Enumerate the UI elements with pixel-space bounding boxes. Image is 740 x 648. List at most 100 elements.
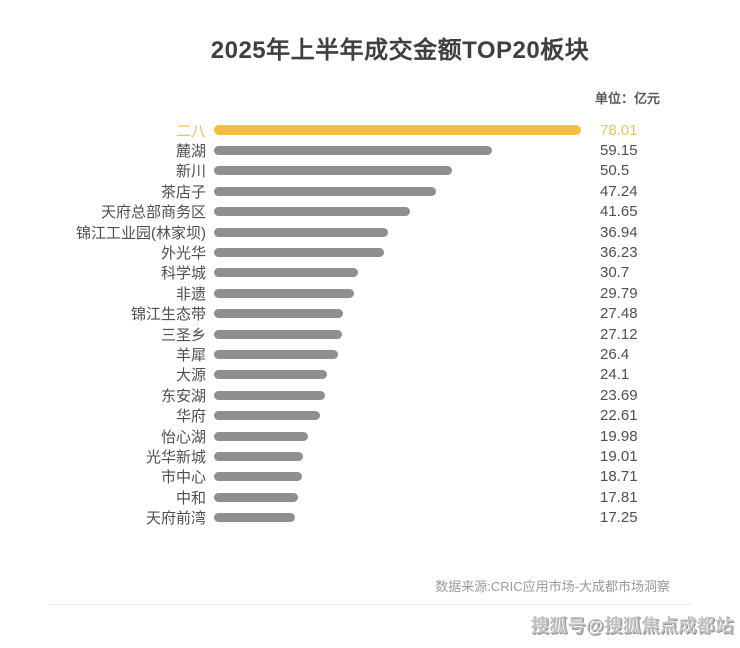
chart-row: 锦江工业园(林家坝) 36.94 — [0, 222, 740, 242]
value-label: 18.71 — [600, 468, 638, 486]
bar — [214, 309, 344, 319]
chart-row: 华府 22.61 — [0, 405, 740, 425]
bar-track — [214, 349, 581, 359]
category-label: 外光华 — [160, 245, 206, 263]
chart-row: 外光华 36.23 — [0, 242, 740, 262]
chart-row: 羊犀 26.4 — [0, 344, 740, 364]
category-label: 中和 — [175, 489, 206, 507]
bar — [214, 207, 410, 217]
chart-row: 麓湖 59.15 — [0, 140, 740, 160]
category-label: 天府前湾 — [145, 510, 206, 528]
value-label: 47.24 — [600, 182, 638, 200]
bar — [214, 288, 355, 298]
chart-row: 中和 17.81 — [0, 487, 740, 507]
chart-row: 三圣乡 27.12 — [0, 324, 740, 344]
bar — [214, 492, 298, 502]
category-label: 锦江工业园(林家坝) — [76, 224, 206, 242]
bar — [214, 431, 308, 441]
footer-divider — [48, 604, 692, 605]
bar — [214, 349, 339, 359]
chart-row: 非遗 29.79 — [0, 283, 740, 303]
bar — [214, 390, 326, 400]
category-label: 市中心 — [160, 469, 206, 487]
bar-track — [214, 451, 581, 461]
value-label: 17.81 — [600, 488, 638, 506]
bar — [214, 166, 452, 176]
value-label: 36.23 — [600, 244, 638, 262]
value-label: 41.65 — [600, 203, 638, 221]
value-label: 27.48 — [600, 305, 638, 323]
chart-row: 新川 50.5 — [0, 161, 740, 181]
category-label: 二八 — [175, 122, 206, 140]
bar-track — [214, 207, 581, 217]
chart-row: 科学城 30.7 — [0, 263, 740, 283]
bar-track — [214, 492, 581, 502]
bar — [214, 248, 385, 258]
bar — [214, 125, 581, 136]
bar-track — [214, 186, 581, 196]
chart-row: 东安湖 23.69 — [0, 385, 740, 405]
chart-row: 二八 78.01 — [0, 120, 740, 140]
value-label: 36.94 — [600, 223, 638, 241]
bar — [214, 329, 342, 339]
bar-track — [214, 513, 581, 523]
bar — [214, 370, 328, 380]
category-label: 茶店子 — [160, 183, 206, 201]
bar — [214, 451, 304, 461]
bar-track — [214, 431, 581, 441]
value-label: 19.98 — [600, 427, 638, 445]
value-label: 24.1 — [600, 366, 630, 384]
category-label: 羊犀 — [175, 347, 206, 364]
category-label: 科学城 — [160, 265, 206, 283]
bar-track — [214, 411, 581, 421]
bar-track — [214, 125, 581, 136]
bar-track — [214, 268, 581, 278]
category-label: 新川 — [175, 163, 206, 181]
value-label: 50.5 — [600, 162, 630, 180]
chart-row: 锦江生态带 27.48 — [0, 304, 740, 324]
bar-track — [214, 390, 581, 400]
chart-row: 市中心 18.71 — [0, 467, 740, 487]
value-label: 19.01 — [600, 447, 638, 465]
category-label: 麓湖 — [175, 143, 206, 161]
category-label: 东安湖 — [160, 387, 206, 405]
chart-title: 2025年上半年成交金额TOP20板块 — [210, 37, 590, 64]
bar-track — [214, 370, 581, 380]
watermark-text: 搜狐号@搜狐焦点成都站 — [530, 616, 734, 636]
category-label: 锦江生态带 — [130, 306, 206, 324]
value-label: 29.79 — [600, 284, 638, 302]
bar — [214, 146, 493, 156]
value-label: 78.01 — [600, 121, 638, 139]
value-label: 22.61 — [600, 407, 638, 425]
bar — [214, 227, 388, 237]
value-label: 17.25 — [600, 509, 638, 527]
bar-track — [214, 288, 581, 298]
category-label: 天府总部商务区 — [100, 204, 206, 222]
value-label: 23.69 — [600, 386, 638, 404]
bar-track — [214, 329, 581, 339]
bar — [214, 472, 302, 482]
bar — [214, 513, 296, 523]
bar-track — [214, 472, 581, 482]
value-label: 26.4 — [600, 345, 630, 363]
bar — [214, 186, 437, 196]
value-label: 27.12 — [600, 325, 638, 343]
chart-row: 茶店子 47.24 — [0, 181, 740, 201]
bar-track — [214, 227, 581, 237]
bar — [214, 268, 359, 278]
value-label: 59.15 — [600, 142, 638, 160]
chart-row: 怡心湖 19.98 — [0, 426, 740, 446]
category-label: 大源 — [175, 367, 206, 385]
bar-track — [214, 248, 581, 258]
category-label: 非遗 — [175, 285, 206, 303]
bar — [214, 411, 321, 421]
unit-label: 单位：亿元 — [594, 91, 660, 106]
bar-track — [214, 309, 581, 319]
chart-row: 大源 24.1 — [0, 365, 740, 385]
category-label: 怡心湖 — [160, 428, 206, 446]
value-label: 30.7 — [600, 264, 630, 282]
category-label: 三圣乡 — [160, 326, 206, 344]
bar-track — [214, 146, 581, 156]
data-source-caption: 数据来源:CRIC应用市场-大成都市场洞察 — [435, 579, 670, 594]
